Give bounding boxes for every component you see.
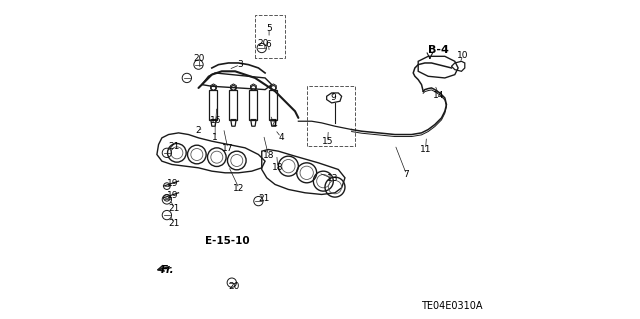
Text: 20: 20 — [228, 282, 240, 291]
Text: 21: 21 — [259, 194, 270, 203]
Text: 19: 19 — [167, 179, 179, 188]
Text: 12: 12 — [234, 184, 245, 193]
Text: 18: 18 — [272, 163, 284, 172]
Text: 11: 11 — [420, 145, 431, 154]
Text: 5: 5 — [266, 24, 272, 33]
Text: B-4: B-4 — [428, 45, 449, 55]
Text: 15: 15 — [322, 137, 333, 146]
Text: 4: 4 — [271, 120, 277, 129]
Text: 14: 14 — [433, 91, 445, 100]
Text: 20: 20 — [258, 40, 269, 48]
Text: 7: 7 — [404, 170, 410, 179]
Text: 19: 19 — [167, 191, 179, 200]
Text: Fr.: Fr. — [161, 265, 175, 275]
Text: 3: 3 — [237, 60, 243, 69]
Text: 21: 21 — [168, 219, 180, 228]
Text: 9: 9 — [330, 93, 336, 102]
Text: 6: 6 — [266, 40, 271, 49]
Text: 17: 17 — [222, 144, 234, 153]
Text: 20: 20 — [193, 54, 205, 63]
Text: 21: 21 — [168, 142, 180, 151]
Text: 16: 16 — [210, 116, 221, 125]
Text: 1: 1 — [212, 133, 218, 142]
Text: 10: 10 — [458, 51, 469, 60]
Text: 4: 4 — [278, 133, 284, 142]
Text: 18: 18 — [262, 151, 274, 160]
Text: 13: 13 — [326, 174, 338, 183]
Text: 21: 21 — [168, 204, 180, 213]
Text: 2: 2 — [195, 126, 201, 135]
Text: E-15-10: E-15-10 — [205, 236, 250, 246]
Text: TE04E0310A: TE04E0310A — [420, 301, 482, 311]
